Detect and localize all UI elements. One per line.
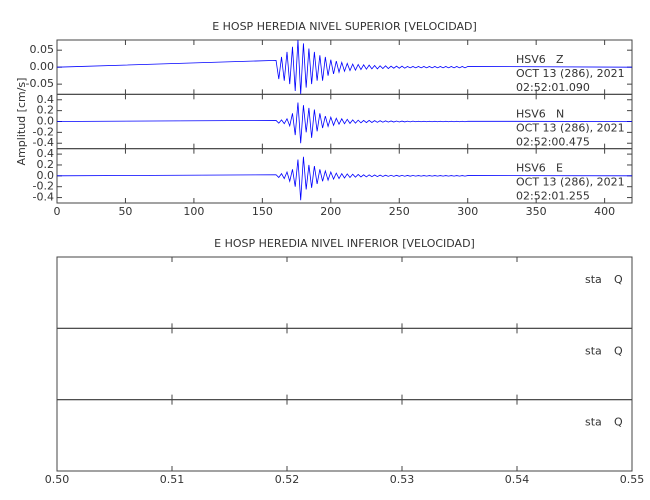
x-tick-label: 350 [526,205,547,218]
chart-title: E HOSP HEREDIA NIVEL INFERIOR [VELOCIDAD… [214,237,475,250]
time-label: 02:52:00.475 [516,135,590,148]
date-label: OCT 13 (286), 2021 [516,176,625,189]
x-tick-label: 50 [118,205,132,218]
x-tick-label: 0.50 [45,473,70,486]
time-label: 02:52:01.090 [516,81,590,94]
y-tick-label: -0.2 [33,125,54,138]
station-label: sta [585,416,602,429]
component-label: Q [614,344,623,357]
x-tick-label: 400 [594,205,615,218]
waveform [57,102,632,144]
y-tick-label: 0.0 [37,115,55,128]
y-tick-label: 0.2 [37,158,55,171]
component-label: Q [614,273,623,286]
panel-frame [56,399,633,472]
station-label: HSV6 [516,53,546,66]
component-label: Q [614,416,623,429]
y-tick-label: -0.2 [33,180,54,193]
waveform [57,156,632,201]
x-tick-label: 0.55 [620,473,645,486]
y-tick-label: -0.4 [33,136,54,149]
y-tick-label: 0.0 [37,169,55,182]
y-tick-label: 0.00 [30,60,55,73]
station-label: HSV6 [516,107,546,120]
y-tick-label: -0.4 [33,191,54,204]
component-label: Z [556,53,564,66]
station-label: HSV6 [516,162,546,175]
time-label: 02:52:01.255 [516,190,590,203]
x-tick-label: 0.52 [275,473,300,486]
y-tick-label: 0.4 [37,93,55,106]
y-tick-label: 0.4 [37,147,55,160]
x-tick-label: 100 [183,205,204,218]
station-label: sta [585,344,602,357]
y-axis-label: Amplitud [cm/s] [15,78,28,166]
date-label: OCT 13 (286), 2021 [516,121,625,134]
component-label: N [556,107,564,120]
y-tick-label: 0.05 [30,43,55,56]
x-tick-label: 0.54 [505,473,530,486]
x-tick-label: 0 [54,205,61,218]
y-tick-label: 0.2 [37,104,55,117]
station-label: sta [585,273,602,286]
y-tick-label: -0.05 [26,77,54,90]
date-label: OCT 13 (286), 2021 [516,67,625,80]
x-tick-label: 0.51 [160,473,185,486]
component-label: E [556,162,563,175]
panel-frame [56,256,633,329]
panel-frame [56,327,633,401]
x-tick-label: 150 [252,205,273,218]
x-tick-label: 0.53 [390,473,415,486]
x-tick-label: 200 [320,205,341,218]
chart-title: E HOSP HEREDIA NIVEL SUPERIOR [VELOCIDAD… [212,20,477,33]
waveform [57,40,632,95]
x-tick-label: 300 [457,205,478,218]
x-tick-label: 250 [389,205,410,218]
